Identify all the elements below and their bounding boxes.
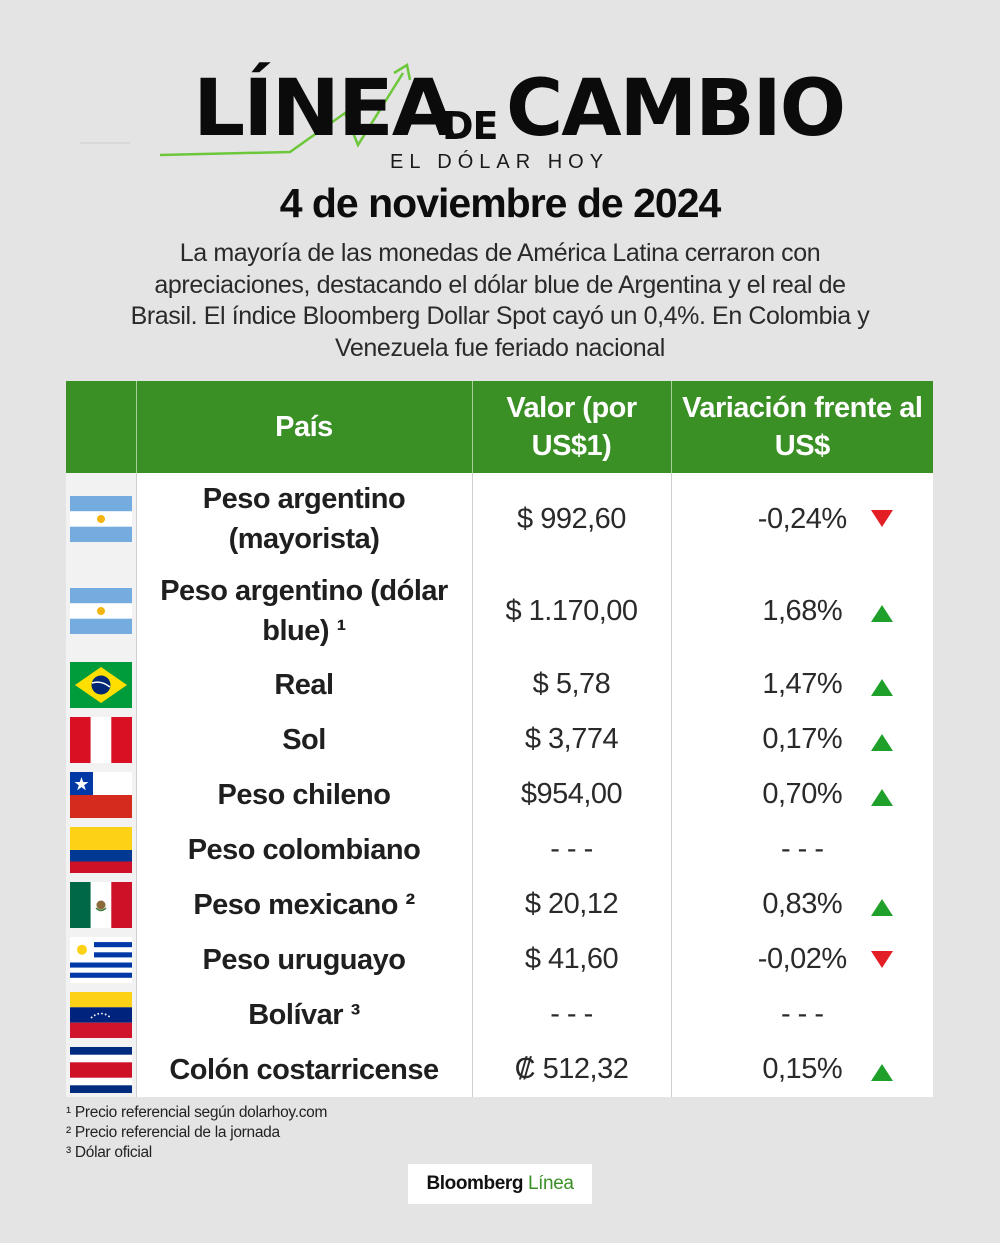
logo-cambio: CAMBIO <box>506 64 846 154</box>
rate-value: - - - <box>472 822 672 877</box>
brand-bloomberg: Bloomberg <box>426 1173 524 1194</box>
country-name: Peso argentino (mayorista) <box>136 473 473 565</box>
rate-change: 0,70% <box>671 767 933 822</box>
rate-value: $ 992,60 <box>472 473 672 565</box>
footnotes: ¹ Precio referencial según dolarhoy.com … <box>66 1103 327 1163</box>
table-row: Colón costarricense ₡ 512,32 0,15% <box>66 1042 933 1097</box>
up-arrow-icon <box>871 898 893 916</box>
table-row: Peso argentino (dólar blue) ¹ $ 1.170,00… <box>66 565 933 657</box>
down-arrow-icon <box>871 950 893 968</box>
chile-flag-icon <box>69 771 132 818</box>
country-name: Peso mexicano ² <box>136 877 473 932</box>
rate-change: 1,47% <box>671 657 933 712</box>
header-value: Valor (por US$1) <box>472 381 672 473</box>
argentina-flag-icon <box>69 496 132 542</box>
change-text: 0,83% <box>762 888 843 920</box>
flag-cell <box>66 767 137 822</box>
footnote: ³ Dólar oficial <box>66 1144 152 1161</box>
change-text: 1,47% <box>762 668 843 700</box>
rate-change: -0,02% <box>671 932 933 987</box>
rate-value: $ 1.170,00 <box>472 565 672 657</box>
report-date: 4 de noviembre de 2024 <box>279 180 722 226</box>
rate-value: - - - <box>472 987 672 1042</box>
argentina-flag-icon <box>69 588 132 634</box>
bloomberg-linea-logo: Bloomberg Línea <box>408 1164 592 1204</box>
rate-value: $ 5,78 <box>472 657 672 712</box>
flag-cell <box>66 932 137 987</box>
rate-change: 1,68% <box>671 565 933 657</box>
venezuela-flag-icon <box>69 991 132 1038</box>
change-text: 1,68% <box>762 594 843 627</box>
table-row: Peso chileno $954,00 0,70% <box>66 767 933 822</box>
flag-cell <box>66 877 137 932</box>
change-text: 0,17% <box>762 723 843 755</box>
summary-text: La mayoría de las monedas de América Lat… <box>130 239 870 362</box>
country-name: Peso uruguayo <box>136 932 473 987</box>
header-flag <box>66 381 137 473</box>
flag-cell <box>66 712 137 767</box>
rate-value: ₡ 512,32 <box>472 1042 672 1097</box>
down-arrow-icon <box>871 510 893 527</box>
country-name: Bolívar ³ <box>136 987 473 1042</box>
rate-change: - - - <box>671 987 933 1042</box>
table-row: Real $ 5,78 1,47% <box>66 657 933 712</box>
country-name: Peso argentino (dólar blue) ¹ <box>136 565 473 657</box>
exchange-rate-table: País Valor (por US$1) Variación frente a… <box>66 381 933 1097</box>
masthead-logo: LÍNEA DE CAMBIO EL DÓLAR HOY <box>0 55 1000 175</box>
brazil-flag-icon <box>69 661 132 708</box>
trend-line-icon <box>80 62 412 157</box>
colombia-flag-icon <box>69 826 132 873</box>
up-arrow-icon <box>871 1063 893 1081</box>
logo-de: DE <box>442 104 499 148</box>
brand-linea: Línea <box>528 1173 574 1194</box>
rate-value: $954,00 <box>472 767 672 822</box>
table-row: Peso argentino (mayorista) $ 992,60 -0,2… <box>66 473 933 565</box>
uruguay-flag-icon <box>69 936 132 983</box>
rate-change: -0,24% <box>671 473 933 565</box>
table-row: Peso uruguayo $ 41,60 -0,02% <box>66 932 933 987</box>
costa-rica-flag-icon <box>69 1046 132 1093</box>
header-country: País <box>136 381 473 473</box>
up-arrow-icon <box>871 605 893 622</box>
change-text: 0,70% <box>762 778 843 810</box>
logo-linea: LÍNEA <box>193 64 455 154</box>
change-text: - - - <box>780 998 824 1030</box>
country-name: Colón costarricense <box>136 1042 473 1097</box>
rate-value: $ 41,60 <box>472 932 672 987</box>
flag-cell <box>66 822 137 877</box>
rate-change: 0,83% <box>671 877 933 932</box>
logo-subtitle: EL DÓLAR HOY <box>390 151 610 173</box>
header-change: Variación frente al US$ <box>671 381 933 473</box>
country-name: Peso colombiano <box>136 822 473 877</box>
table-row: Bolívar ³ - - - - - - <box>66 987 933 1042</box>
up-arrow-icon <box>871 733 893 751</box>
flag-cell <box>66 1042 137 1097</box>
country-name: Peso chileno <box>136 767 473 822</box>
rate-change: - - - <box>671 822 933 877</box>
change-text: -0,24% <box>757 502 847 535</box>
footnote: ² Precio referencial de la jornada <box>66 1124 280 1141</box>
change-text: 0,15% <box>762 1053 843 1085</box>
change-text: - - - <box>780 833 824 865</box>
flag-cell <box>66 657 137 712</box>
mexico-flag-icon <box>69 881 132 928</box>
rate-value: $ 3,774 <box>472 712 672 767</box>
up-arrow-icon <box>871 678 893 696</box>
table-row: Peso colombiano - - - - - - <box>66 822 933 877</box>
up-arrow-icon <box>871 788 893 806</box>
rate-change: 0,17% <box>671 712 933 767</box>
flag-cell <box>66 987 137 1042</box>
footnote: ¹ Precio referencial según dolarhoy.com <box>66 1104 328 1121</box>
table-row: Peso mexicano ² $ 20,12 0,83% <box>66 877 933 932</box>
country-name: Sol <box>136 712 473 767</box>
table-header-row: País Valor (por US$1) Variación frente a… <box>66 381 933 473</box>
flag-cell <box>66 565 137 657</box>
peru-flag-icon <box>69 716 132 763</box>
flag-cell <box>66 473 137 565</box>
table-row: Sol $ 3,774 0,17% <box>66 712 933 767</box>
rate-value: $ 20,12 <box>472 877 672 932</box>
country-name: Real <box>136 657 473 712</box>
change-text: -0,02% <box>757 943 847 975</box>
rate-change: 0,15% <box>671 1042 933 1097</box>
